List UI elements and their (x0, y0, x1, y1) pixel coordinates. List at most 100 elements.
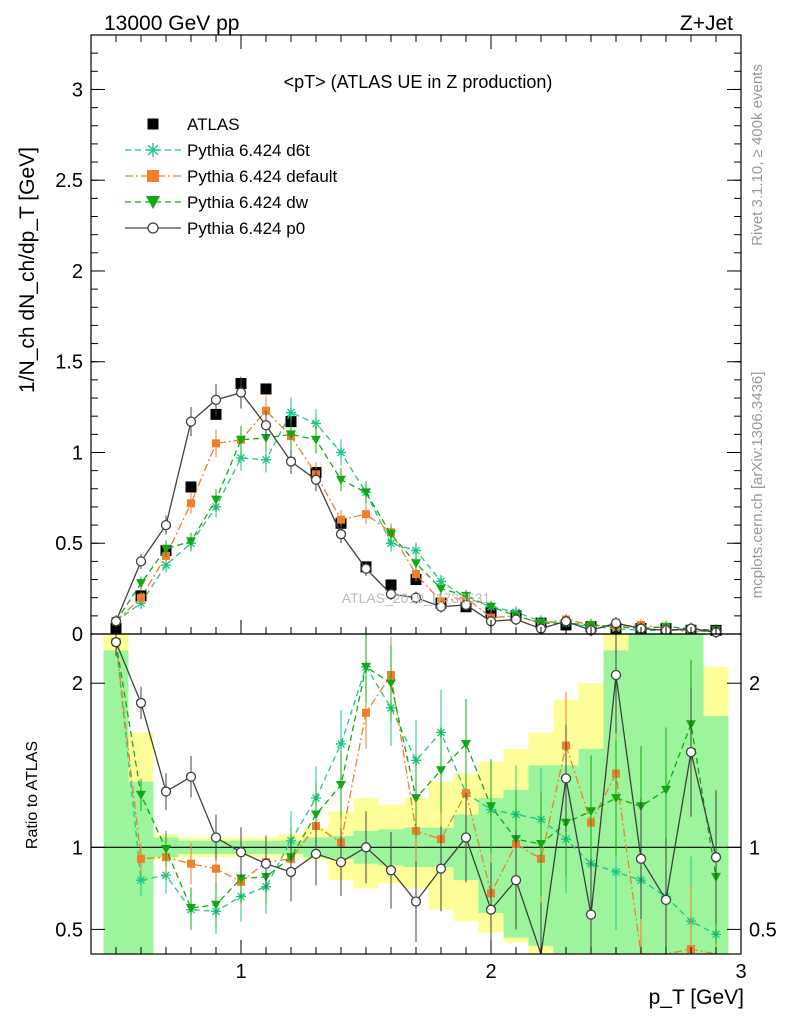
legend-label: Pythia 6.424 d6t (187, 141, 310, 160)
x-axis-label: p_T [GeV] (649, 986, 744, 1009)
ratio-point-dw (361, 662, 371, 672)
axes: 00.511.522.530.5 0.51 12 21 2 3 (55, 35, 777, 983)
y-tick-label: 1 (72, 442, 83, 464)
legend-item-atlas: ATLAS (147, 115, 240, 134)
data-point-dw (386, 530, 396, 540)
ratio-point-p0 (435, 863, 447, 874)
ratio-point-dw (486, 802, 496, 812)
ratio-y-tick-label-right: 2 (749, 673, 760, 695)
ratio-point-p0 (485, 904, 497, 915)
rivet-version-label: Rivet 3.1.10, ≥ 400k events (749, 64, 766, 246)
data-point-dw (186, 537, 196, 547)
data-point-default (187, 499, 195, 508)
process-label: Z+Jet (680, 12, 733, 35)
data-point-p0 (260, 420, 272, 431)
upper-y-axis-label: 1/N_ch dN_ch/dp_T [GeV] (16, 147, 39, 393)
ratio-point-p0 (285, 866, 297, 878)
data-point-dw (486, 602, 496, 612)
legend-marker (147, 170, 159, 182)
ratio-point-p0 (260, 858, 272, 869)
data-point-dw (361, 488, 371, 498)
ratio-point-p0 (635, 853, 647, 864)
ratio-point-d6t (336, 738, 346, 749)
data-point-p0 (510, 614, 522, 625)
data-point-dw (286, 430, 296, 440)
legend-label: Pythia 6.424 p0 (187, 219, 305, 238)
ratio-point-p0 (135, 697, 147, 709)
ratio-point-p0 (235, 847, 247, 858)
data-point-dw (411, 559, 421, 569)
data-point-d6t (411, 545, 421, 556)
data-point-p0 (310, 474, 322, 485)
data-point-d6t (161, 560, 171, 571)
analysis-watermark: ATLAS_2019_I1736531 (342, 590, 491, 606)
data-point-p0 (135, 556, 147, 567)
legend-label: Pythia 6.424 dw (187, 193, 309, 212)
ratio-point-p0 (110, 637, 122, 648)
data-point-dw (136, 579, 146, 589)
ratio-point-p0 (685, 747, 697, 758)
data-point-d6t (311, 418, 321, 429)
legend-marker (147, 222, 159, 234)
plot-title: <pT> (ATLAS UE in Z production) (284, 72, 553, 92)
ratio-point-dw (186, 904, 196, 914)
ratio-point-p0 (335, 856, 347, 868)
ratio-y-tick-label: 2 (72, 673, 83, 695)
ratio-point-p0 (710, 852, 722, 863)
ratio-point-p0 (160, 786, 172, 797)
data-point-p0 (210, 394, 222, 405)
legend: ATLAS Pythia 6.424 d6t Pythia 6.424 defaul… (125, 115, 338, 238)
ratio-point-dw (661, 785, 671, 795)
data-point-dw (436, 584, 446, 594)
data-point-p0 (285, 456, 297, 467)
ratio-y-tick-label: 0.5 (55, 919, 83, 941)
ratio-point-dw (236, 874, 246, 884)
data-point-d6t (286, 407, 296, 418)
data-point-atlas (185, 481, 197, 493)
ratio-series-p0 (110, 634, 722, 955)
x-tick-label: 1 (235, 961, 246, 983)
data-point-atlas (260, 383, 272, 395)
ratio-point-p0 (610, 669, 622, 681)
data-point-p0 (110, 616, 122, 627)
ratio-y-axis-label: Ratio to ATLAS (24, 741, 41, 849)
collision-label: 13000 GeV pp (104, 12, 239, 35)
ratio-point-dw (461, 739, 471, 749)
data-point-d6t (236, 452, 246, 463)
ratio-point-default (362, 708, 370, 717)
data-point-dw (211, 495, 221, 505)
ratio-point-dw (536, 840, 546, 850)
data-point-dw (336, 475, 346, 485)
ratio-point-p0 (460, 832, 472, 843)
upper-plot (110, 376, 722, 639)
ratio-y-tick-label-right: 1 (749, 837, 760, 859)
data-point-default (412, 570, 420, 579)
data-point-atlas (385, 579, 397, 591)
ratio-point-d6t (611, 866, 621, 877)
data-point-dw (161, 544, 171, 554)
legend-marker (146, 196, 160, 209)
ratio-point-p0 (510, 875, 522, 886)
ratio-point-p0 (185, 771, 197, 782)
ratio-point-p0 (585, 909, 597, 920)
ratio-point-dw (311, 810, 321, 820)
data-point-dw (461, 591, 471, 601)
x-tick-label: 3 (735, 961, 746, 983)
data-point-p0 (160, 519, 172, 531)
ratio-point-dw (386, 679, 396, 689)
ratio-point-dw (336, 780, 346, 790)
data-point-d6t (436, 576, 446, 587)
data-point-default (362, 510, 370, 519)
ratio-point-p0 (310, 848, 322, 860)
legend-marker (147, 118, 159, 130)
data-point-p0 (435, 601, 447, 612)
ratio-point-dw (611, 794, 621, 804)
ratio-point-p0 (360, 842, 372, 853)
data-point-p0 (235, 387, 247, 398)
ratio-point-dw (136, 790, 146, 800)
ratio-point-dw (161, 844, 171, 854)
legend-item-default: Pythia 6.424 default (125, 167, 338, 186)
legend-marker (146, 143, 160, 157)
ratio-point-default (137, 854, 145, 863)
